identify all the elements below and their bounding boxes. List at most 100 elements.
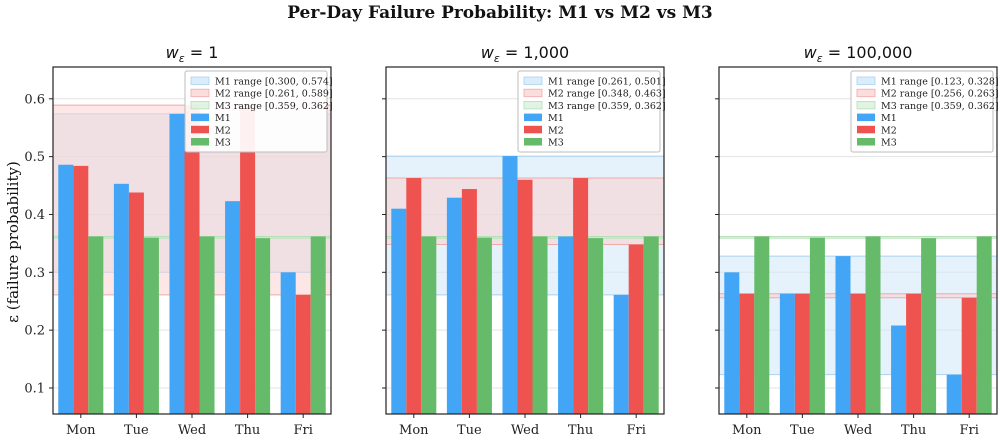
legend-swatch xyxy=(856,88,876,98)
bar-m2-mon xyxy=(739,293,755,414)
legend-label: M2 range [0.348, 0.463] xyxy=(548,89,666,100)
legend-swatch xyxy=(857,138,875,146)
legend-label: M1 xyxy=(215,113,231,124)
x-tick-label: Fri xyxy=(626,423,645,438)
legend: M1 range [0.261, 0.501]M2 range [0.348, … xyxy=(517,70,666,153)
bar-m1-thu xyxy=(891,325,907,414)
legend-swatch xyxy=(523,76,543,85)
legend-label: M2 range [0.256, 0.263] xyxy=(881,89,999,100)
legend-swatch xyxy=(857,113,875,122)
bar-m3-tue xyxy=(143,237,159,414)
x-tick-label: Wed xyxy=(844,423,872,438)
bar-m1-thu xyxy=(225,201,241,414)
bar-m1-tue xyxy=(113,183,129,414)
legend-swatch xyxy=(191,113,209,122)
bar-m2-fri xyxy=(295,294,311,414)
title-sub: ε xyxy=(179,52,185,65)
legend-label: M2 xyxy=(215,125,231,136)
bar-m1-tue xyxy=(779,293,795,414)
bar-m1-fri xyxy=(613,294,629,414)
legend-label: M2 xyxy=(548,125,564,136)
y-tick-label: 0.3 xyxy=(24,266,45,281)
legend-box xyxy=(184,70,328,153)
x-tick-label: Mon xyxy=(399,423,429,438)
legend-label: M1 range [0.123, 0.328] xyxy=(881,77,999,88)
title-rest: = 100,000 xyxy=(823,43,913,62)
title-rest: = 1,000 xyxy=(500,43,569,62)
bar-m2-fri xyxy=(628,244,644,414)
title-base: w xyxy=(804,43,818,62)
bar-m1-wed xyxy=(169,113,185,414)
plot-frame xyxy=(718,66,998,415)
y-tick-label: 0.6 xyxy=(24,92,45,107)
bar-m1-mon xyxy=(724,272,740,414)
bar-m1-mon xyxy=(391,208,407,414)
panel-title: wε = 1 xyxy=(166,43,219,65)
legend-swatch xyxy=(190,101,210,110)
bar-m3-fri xyxy=(976,236,992,414)
bar-m3-mon xyxy=(88,236,104,414)
y-tick-label: 0.4 xyxy=(24,208,45,223)
legend-swatch xyxy=(856,76,876,85)
bar-m1-tue xyxy=(446,197,462,414)
x-tick-label: Thu xyxy=(568,423,593,438)
bar-m3-thu xyxy=(588,238,604,414)
panel-2: Mon Tue Wed Thu Fri wε = 1,000 M1 range [0.261… xyxy=(382,43,666,438)
legend-label: M1 range [0.261, 0.501] xyxy=(548,77,666,88)
bar-m3-fri xyxy=(310,236,326,414)
bar-m2-tue xyxy=(461,189,477,414)
legend-swatch xyxy=(857,125,875,134)
y-axis-label: ε (failure probability) xyxy=(4,161,22,323)
bar-m2-wed xyxy=(850,293,866,414)
legend: M1 range [0.123, 0.328]M2 range [0.256, … xyxy=(850,70,999,153)
bar-m3-tue xyxy=(809,237,825,414)
title-rest: = 1 xyxy=(185,43,219,62)
legend-label: M3 range [0.359, 0.362] xyxy=(215,101,333,112)
legend-swatch xyxy=(524,113,542,122)
legend-swatch xyxy=(523,101,543,110)
plot-frame xyxy=(385,66,665,415)
legend-swatch xyxy=(191,125,209,134)
legend-swatch xyxy=(524,125,542,134)
bar-m3-fri xyxy=(643,236,659,414)
figure-title: Per-Day Failure Probability: M1 vs M2 vs… xyxy=(287,3,713,23)
legend-label: M3 range [0.359, 0.362] xyxy=(548,101,666,112)
bar-m2-wed xyxy=(184,105,200,415)
range-band-m3 xyxy=(719,236,997,239)
bar-m2-mon xyxy=(406,178,422,414)
bar-m1-wed xyxy=(835,256,851,414)
bar-m3-mon xyxy=(754,236,770,414)
panel-title: wε = 1,000 xyxy=(481,43,569,65)
x-tick-label: Thu xyxy=(901,423,926,438)
x-tick-label: Tue xyxy=(457,423,482,438)
bars xyxy=(58,105,326,415)
bar-m3-thu xyxy=(921,238,937,414)
x-tick-label: Tue xyxy=(124,423,149,438)
title-base: w xyxy=(166,43,180,62)
y-tick-label: 0.1 xyxy=(24,381,45,396)
x-tick-label: Fri xyxy=(959,423,978,438)
legend-label: M2 xyxy=(881,125,897,136)
legend-label: M1 range [0.300, 0.574] xyxy=(215,77,333,88)
bar-m2-mon xyxy=(73,165,89,414)
x-tick-label: Mon xyxy=(66,423,96,438)
legend-swatch xyxy=(190,88,210,98)
legend-swatch xyxy=(856,101,876,110)
bar-m2-tue xyxy=(128,192,144,414)
bar-m1-fri xyxy=(280,272,296,414)
x-tick-label: Thu xyxy=(235,423,260,438)
panel-3: Mon Tue Wed Thu Fri wε = 100,000 M1 range [0.1… xyxy=(715,43,999,438)
bar-m1-fri xyxy=(946,374,962,414)
x-tick-label: Wed xyxy=(511,423,539,438)
title-sub: ε xyxy=(817,52,823,65)
bar-m2-tue xyxy=(794,293,810,414)
panel-1: Mon Tue Wed Thu Fri 0.1 0.2 0.3 0.4 0.5 0.6 wε = 1 M… xyxy=(24,43,332,438)
bar-m2-thu xyxy=(240,105,256,415)
legend-swatch xyxy=(523,88,543,98)
title-sub: ε xyxy=(494,52,500,65)
legend-label: M3 range [0.359, 0.362] xyxy=(881,101,999,112)
x-tick-label: Fri xyxy=(293,423,312,438)
bar-m1-wed xyxy=(502,156,518,414)
